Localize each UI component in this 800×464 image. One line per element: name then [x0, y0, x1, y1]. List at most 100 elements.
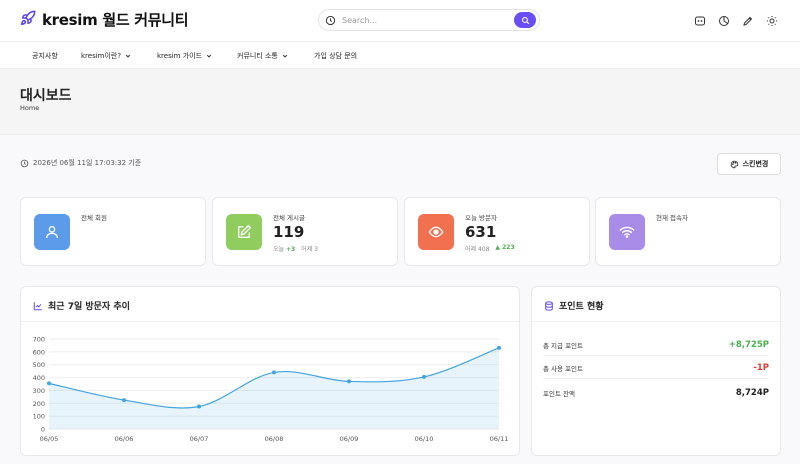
search-button[interactable] — [514, 12, 536, 28]
data-point — [497, 345, 501, 350]
stat-icon-box — [34, 214, 70, 250]
sub-key: 어제 — [301, 246, 313, 253]
data-point — [122, 398, 126, 403]
search-input[interactable] — [342, 15, 502, 25]
card-divider — [532, 321, 780, 322]
stat-card-members: 전체 회원 — [20, 197, 206, 266]
stat-sub: 어제 408 ▲ 223 — [465, 244, 515, 253]
y-tick-label: 500 — [33, 361, 45, 369]
nav-item-notice[interactable]: 공지사항 — [32, 51, 58, 61]
points-row-label: 총 지급 포인트 — [543, 341, 584, 350]
palette-icon — [730, 160, 738, 168]
y-tick-label: 200 — [33, 400, 45, 408]
search-icon — [521, 16, 529, 24]
stat-label: 전체 회원 — [81, 214, 107, 222]
nav-item-label: 커뮤니티 소통 — [237, 52, 278, 60]
skin-change-button[interactable]: 스킨변경 — [717, 153, 781, 175]
y-tick-label: 0 — [41, 426, 45, 434]
visitor-line-chart: 0 100 200 300 400 500 600 700 06/05 06/06 06/07 06/… — [33, 336, 509, 444]
x-tick-label: 06/06 — [115, 435, 134, 443]
data-point — [47, 381, 51, 386]
breadcrumb[interactable]: Home — [20, 104, 40, 112]
x-tick-label: 06/08 — [265, 435, 284, 443]
nav-item-inquiry[interactable]: 가입 상담 문의 — [314, 51, 357, 61]
nav-item-label: kresim이란? — [81, 52, 122, 60]
x-tick-label: 06/11 — [490, 435, 509, 443]
card-divider — [21, 321, 519, 322]
stat-card-visitors: 오늘 방문자 631 어제 408 ▲ 223 — [404, 197, 590, 266]
data-point — [197, 404, 201, 409]
wifi-icon — [619, 226, 635, 238]
header-actions — [694, 12, 778, 26]
points-row-balance: 포인트 잔액 8,724P — [543, 382, 769, 404]
timestamp: 2026년 06월 11일 17:03:32 기준 — [20, 158, 141, 168]
skin-button-label: 스킨변경 — [742, 160, 769, 168]
clock-icon — [20, 159, 29, 167]
page-header: 대시보드 Home — [0, 69, 800, 135]
sub-key: 어제 — [465, 246, 477, 253]
stat-icon-box — [418, 214, 454, 250]
card-header: 최근 7일 방문자 추이 — [33, 299, 130, 312]
y-tick-label: 400 — [33, 374, 45, 382]
nav-item-label: kresim 가이드 — [157, 52, 203, 60]
series-area — [49, 347, 499, 429]
sub-value: 408 — [477, 246, 490, 253]
chat-icon[interactable] — [694, 12, 706, 26]
sub-key: 오늘 — [273, 246, 285, 253]
clock-icon — [325, 11, 336, 30]
y-tick-label: 600 — [33, 348, 45, 356]
sub-delta: ▲ 223 — [495, 244, 515, 251]
points-row-value: 8,724P — [735, 388, 769, 398]
points-row-label: 총 사용 포인트 — [543, 364, 584, 373]
stat-value: 119 — [273, 223, 305, 241]
nav-item-label: 공지사항 — [32, 52, 58, 60]
nav-item-label: 가입 상담 문의 — [314, 52, 358, 60]
user-icon — [46, 226, 58, 239]
points-row-value: -1P — [753, 362, 769, 373]
chevron-down-icon — [125, 54, 131, 58]
x-tick-label: 06/09 — [340, 435, 359, 443]
visitor-chart-card: 최근 7일 방문자 추이 0 100 200 300 400 500 600 700 06/05… — [20, 286, 520, 456]
edit-icon — [238, 224, 252, 238]
x-tick-label: 06/07 — [190, 435, 209, 443]
stat-label: 전체 게시글 — [273, 214, 305, 222]
nav-item-community[interactable]: 커뮤니티 소통 — [237, 51, 288, 61]
sun-icon[interactable] — [766, 12, 778, 26]
sub-value: 3 — [314, 246, 318, 253]
database-icon — [545, 300, 553, 311]
data-point — [347, 379, 351, 384]
main-nav: 공지사항 kresim이란? kresim 가이드 커뮤니티 소통 가입 상담 … — [0, 42, 800, 69]
eye-icon — [428, 226, 444, 238]
points-row-label: 포인트 잔액 — [543, 390, 575, 398]
y-tick-label: 700 — [33, 336, 45, 344]
timestamp-text: 2026년 06월 11일 17:03:32 기준 — [33, 159, 142, 167]
site-logo[interactable]: kresim 월드 커뮤니티 — [20, 9, 189, 30]
points-row-value: +8,725P — [728, 339, 769, 350]
top-header: kresim 월드 커뮤니티 — [0, 0, 800, 42]
points-card: 포인트 현황 총 지급 포인트 +8,725P 총 사용 포인트 -1P 포인트… — [531, 286, 781, 456]
stat-sub: 오늘 +3 어제 3 — [273, 244, 318, 253]
data-point — [422, 374, 426, 379]
x-tick-label: 06/10 — [415, 435, 434, 443]
sub-value: +3 — [285, 246, 296, 253]
y-tick-label: 100 — [33, 413, 45, 421]
logo-text: kresim 월드 커뮤니티 — [42, 11, 189, 29]
chevron-down-icon — [282, 54, 288, 58]
chart-card-title: 최근 7일 방문자 추이 — [48, 302, 130, 312]
y-tick-label: 300 — [33, 387, 45, 395]
x-tick-label: 06/05 — [40, 435, 59, 443]
stat-card-online: 현재 접속자 — [595, 197, 781, 266]
card-header: 포인트 현황 — [544, 299, 604, 312]
points-row-used: 총 사용 포인트 -1P — [543, 357, 769, 379]
nav-item-about[interactable]: kresim이란? — [81, 51, 131, 61]
stat-value: 631 — [465, 223, 497, 241]
page-title: 대시보드 — [20, 88, 72, 104]
data-point — [272, 370, 276, 375]
pen-icon[interactable] — [742, 12, 754, 26]
nav-item-guide[interactable]: kresim 가이드 — [157, 51, 212, 61]
points-row-issued: 총 지급 포인트 +8,725P — [543, 334, 769, 356]
pie-chart-icon[interactable] — [718, 12, 730, 26]
line-chart-icon — [33, 301, 42, 310]
rocket-icon — [20, 10, 36, 30]
stat-label: 현재 접속자 — [656, 214, 688, 222]
